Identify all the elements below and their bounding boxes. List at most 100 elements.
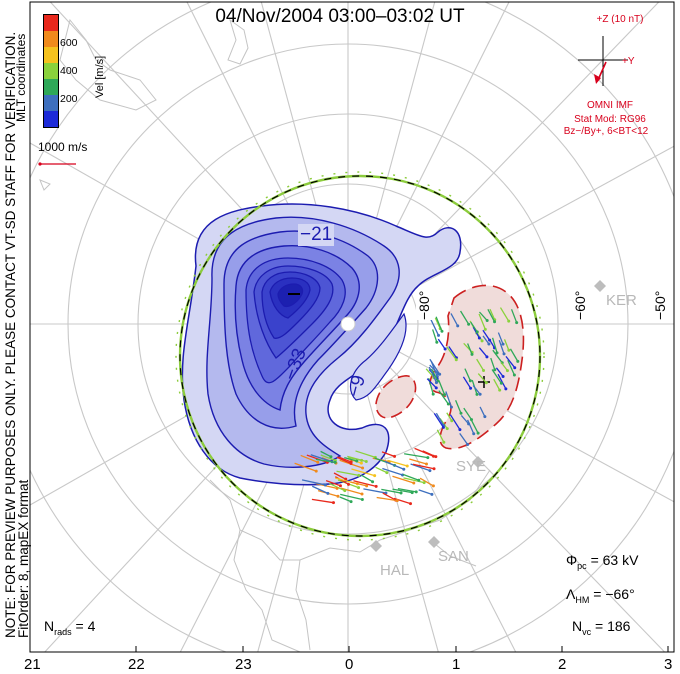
phi-subscript: pc — [577, 560, 587, 571]
velocity-vector — [311, 498, 334, 504]
vector-origin — [436, 372, 440, 376]
vector-origin — [373, 474, 377, 478]
station-label-hal: HAL — [380, 562, 410, 579]
velocity-vector — [375, 466, 388, 474]
imf-y-label: +Y — [622, 56, 635, 67]
vector-origin — [501, 342, 505, 346]
velocity-vector — [419, 477, 434, 487]
velocity-vector — [492, 349, 503, 364]
vector-count: Nvc = 186 — [572, 618, 630, 637]
vector-origin — [414, 490, 418, 494]
vector-origin — [475, 392, 479, 396]
vector-origin — [329, 455, 333, 459]
nvc-value: = 186 — [595, 618, 631, 634]
lambda-value: = −66° — [593, 586, 635, 602]
velocity-vector — [437, 338, 446, 350]
velocity-vector — [429, 364, 439, 375]
hm-latitude: ΛHM = −66° — [566, 586, 635, 605]
hm-boundary-marks — [175, 171, 545, 541]
vector-origin — [333, 460, 337, 464]
velocity-vector — [355, 450, 376, 459]
velocity-vector — [382, 492, 396, 501]
vector-origin — [371, 480, 375, 484]
velocity-vector — [479, 406, 486, 417]
vector-origin — [507, 319, 511, 323]
velocity-vector — [333, 472, 347, 480]
vector-origin — [326, 491, 330, 495]
colorbar-segment — [44, 47, 58, 63]
velocity-vector — [482, 335, 490, 345]
velocity-vector — [382, 467, 403, 476]
velocity-vector — [449, 414, 461, 430]
vector-origin — [458, 428, 462, 432]
velocity-vector — [392, 475, 414, 484]
vector-origin — [515, 321, 519, 325]
vector-origin — [395, 499, 399, 503]
vector-origin — [316, 460, 320, 464]
vector-origin — [349, 461, 353, 465]
lambda-subscript: HM — [575, 594, 590, 605]
vector-origin — [472, 432, 476, 436]
velocity-vector — [490, 357, 496, 370]
mlt-tick-2: 2 — [558, 656, 567, 673]
velocity-vector — [384, 460, 405, 470]
velocity-vector — [497, 332, 504, 345]
magnetic-pole-marker — [340, 316, 356, 332]
vector-origin — [357, 486, 361, 490]
vector-origin — [336, 494, 340, 498]
vector-origin — [434, 386, 438, 390]
vector-origin — [470, 352, 474, 356]
velocity-vector — [339, 496, 352, 503]
velocity-vector — [476, 358, 485, 371]
colorbar-label: Vel [m/s] — [94, 55, 106, 98]
nvc-subscript: vc — [582, 626, 592, 637]
velocity-vector — [432, 329, 438, 343]
vector-origin — [495, 351, 499, 355]
velocity-vector — [344, 457, 357, 462]
phi-symbol: Φ — [566, 552, 578, 568]
vector-origin — [445, 427, 449, 431]
velocity-vector — [498, 340, 505, 355]
velocity-vector — [478, 311, 488, 321]
velocity-vector — [381, 451, 395, 457]
velocity-vector — [448, 346, 457, 359]
velocity-vector — [488, 339, 496, 349]
vector-origin — [323, 483, 327, 487]
nrads-subscript: rads — [54, 626, 72, 637]
coastline — [39, 18, 491, 652]
vector-origin — [513, 366, 517, 370]
velocity-vector — [418, 489, 433, 495]
negative-potential-cell — [181, 203, 462, 486]
vector-origin — [365, 484, 369, 488]
velocity-vector — [300, 454, 318, 463]
vector-origin — [434, 455, 438, 459]
vector-origin — [432, 467, 436, 471]
velocity-vector — [470, 419, 479, 434]
vector-origin — [412, 481, 416, 485]
colorbar-tick-600: 600 — [60, 37, 78, 49]
velocity-vector — [446, 412, 453, 422]
velocity-vector — [489, 308, 496, 321]
vector-origin — [361, 466, 365, 470]
vector-origin — [466, 442, 470, 446]
velocity-vector — [403, 477, 425, 484]
station-label-san: SAN — [438, 548, 469, 565]
positive-potential-cell — [375, 284, 525, 450]
velocity-vector — [509, 348, 519, 362]
vector-origin — [478, 392, 482, 396]
vector-origin — [393, 454, 397, 458]
velocity-vector — [412, 463, 435, 470]
vector-origin — [435, 340, 439, 344]
velocity-vector — [495, 367, 504, 377]
velocity-vector — [450, 313, 459, 327]
vector-origin — [459, 411, 463, 415]
velocity-vector — [353, 480, 377, 487]
velocity-vector — [505, 356, 516, 369]
contour-label-21: −21 — [298, 224, 335, 246]
velocity-vector — [376, 496, 398, 502]
mlt-tick-21: 21 — [24, 656, 41, 673]
imf-dial — [578, 36, 628, 86]
velocity-vector — [438, 380, 446, 395]
vector-origin — [446, 402, 450, 406]
